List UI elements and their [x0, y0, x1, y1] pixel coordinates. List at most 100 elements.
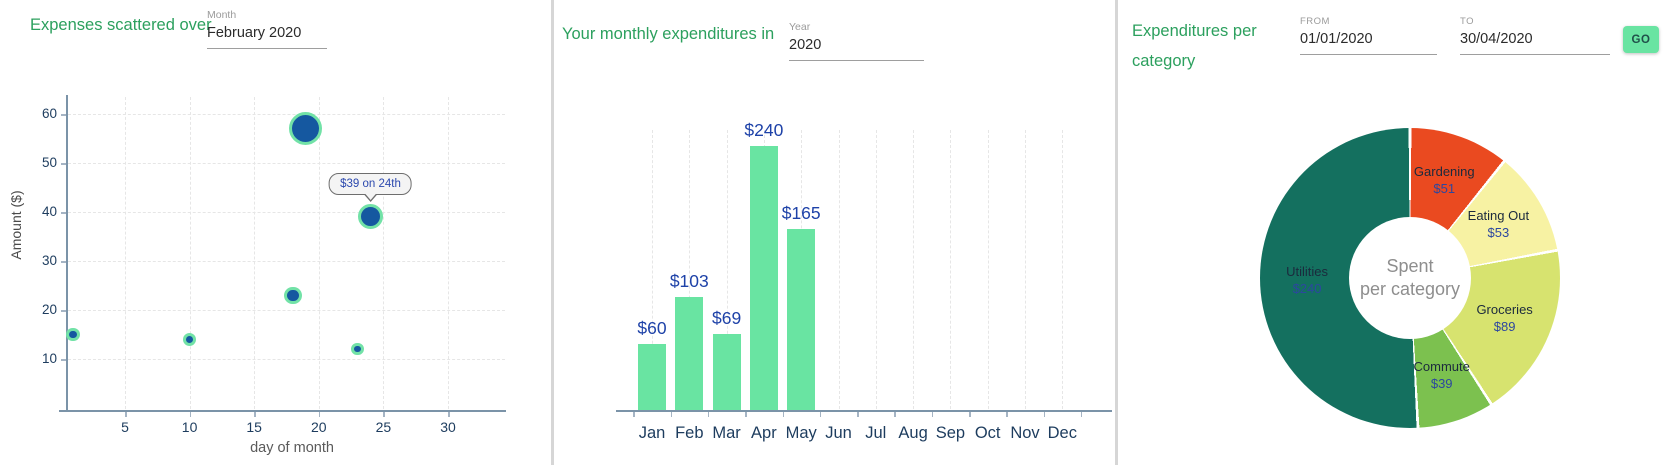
- bar-vgridline: [987, 130, 989, 409]
- month-field-value[interactable]: February 2020: [207, 25, 327, 49]
- month-tick-label: Jan: [638, 424, 666, 442]
- donut-center: Spent per category: [1349, 217, 1471, 339]
- scatter-point[interactable]: [284, 286, 302, 305]
- from-field-value[interactable]: 01/01/2020: [1300, 31, 1437, 55]
- year-field-label: Year: [789, 21, 811, 33]
- scatter-y-tick: [61, 163, 66, 165]
- panel-divider: [551, 0, 554, 465]
- bar-x-tick: [782, 412, 785, 417]
- donut-slice-label: Utilities $240: [1286, 264, 1328, 298]
- scatter-x-tick: [318, 412, 321, 417]
- month-field[interactable]: Month February 2020: [207, 9, 327, 49]
- scatter-y-tick-label: 10: [41, 351, 57, 366]
- slice-value: $51: [1433, 180, 1456, 196]
- scatter-point[interactable]: [289, 112, 323, 146]
- scatter-x-tick: [189, 412, 192, 417]
- expense-bar[interactable]: [749, 146, 778, 410]
- scatter-x-axis-title: day of month: [250, 440, 334, 456]
- month-tick-label: Feb: [675, 424, 704, 442]
- scatter-x-tick-label: 30: [440, 419, 456, 435]
- scatter-y-tick-label: 30: [41, 253, 57, 268]
- scatter-panel: Expenses scattered over Month February 2…: [0, 0, 551, 465]
- bar-vgridline: [726, 130, 728, 409]
- scatter-x-tick: [254, 412, 256, 417]
- scatter-hgridline: [68, 359, 505, 360]
- expense-bar[interactable]: [638, 344, 666, 410]
- month-tick-label: Apr: [751, 424, 777, 442]
- bar-value-label: $103: [669, 270, 709, 291]
- slice-category-name: Groceries: [1476, 301, 1533, 317]
- scatter-y-tick-label: 20: [41, 302, 57, 317]
- month-tick-label: Sep: [935, 424, 966, 442]
- bar-vgridline: [1062, 130, 1064, 409]
- expense-bar[interactable]: [712, 334, 741, 410]
- year-field-value[interactable]: 2020: [789, 37, 924, 61]
- bar-vgridline: [875, 130, 877, 409]
- donut-chart[interactable]: Spent per category Gardening $51 Eating Ou…: [1118, 0, 1675, 465]
- scatter-point[interactable]: [66, 327, 81, 342]
- bar-value-label: $60: [637, 318, 667, 338]
- scatter-tooltip-text: $39 on 24th: [340, 178, 401, 191]
- bar-vgridline: [950, 130, 952, 409]
- scatter-panel-title: Expenses scattered over: [30, 16, 212, 34]
- scatter-hgridline: [68, 163, 505, 164]
- slice-value: $39: [1430, 376, 1453, 391]
- to-field-value[interactable]: 30/04/2020: [1460, 31, 1610, 55]
- bar-x-tick: [707, 412, 710, 417]
- scatter-point[interactable]: [351, 342, 364, 356]
- scatter-x-tick: [448, 412, 450, 417]
- month-field-label: Month: [207, 9, 237, 21]
- scatter-x-tick-label: 25: [375, 419, 392, 435]
- donut-slice-label: Eating Out $53: [1468, 208, 1529, 242]
- scatter-chart[interactable]: Amount ($) day of month $39 on 24th 10 20…: [0, 0, 551, 465]
- slice-category-name: Utilities: [1286, 263, 1328, 279]
- month-tick-label: Dec: [1047, 424, 1077, 442]
- scatter-point[interactable]: [358, 204, 383, 230]
- scatter-x-tick-label: 20: [311, 419, 327, 435]
- expense-bar[interactable]: [787, 228, 816, 410]
- scatter-tooltip: $39 on 24th: [329, 173, 412, 203]
- scatter-x-tick: [383, 412, 385, 417]
- bar-chart[interactable]: Jan $60 Feb $103 Mar $69 Apr $240 May $165 Jun Jul A…: [554, 0, 1115, 465]
- expense-bar[interactable]: [675, 296, 704, 410]
- donut-slice-label: Gardening $51: [1414, 164, 1475, 198]
- donut-center-line2: per category: [1359, 279, 1461, 299]
- scatter-y-tick: [61, 359, 66, 361]
- bar-x-tick: [633, 412, 635, 417]
- bar-x-tick: [819, 412, 822, 417]
- panel-divider: [1115, 0, 1118, 465]
- month-tick-label: Nov: [1010, 424, 1040, 442]
- to-date-field[interactable]: TO 30/04/2020: [1460, 16, 1610, 55]
- scatter-x-tick-label: 5: [121, 419, 129, 435]
- scatter-vgridline: [125, 97, 126, 409]
- scatter-vgridline: [383, 97, 385, 409]
- year-field[interactable]: Year 2020: [789, 21, 924, 61]
- month-tick-label: Mar: [712, 424, 741, 442]
- bar-value-label: $240: [744, 120, 784, 140]
- scatter-vgridline: [189, 97, 191, 409]
- bar-vgridline: [652, 130, 653, 409]
- scatter-y-tick: [61, 310, 66, 312]
- bar-x-tick: [745, 412, 747, 417]
- bar-x-tick: [969, 412, 971, 417]
- bar-x-tick: [857, 412, 859, 417]
- slice-value: $89: [1493, 318, 1516, 334]
- scatter-y-tick: [61, 114, 66, 116]
- slice-category-name: Eating Out: [1467, 208, 1530, 224]
- from-field-label: FROM: [1300, 16, 1330, 27]
- bar-vgridline: [913, 130, 915, 409]
- go-button[interactable]: GO: [1623, 26, 1659, 53]
- slice-category-name: Commute: [1413, 359, 1470, 375]
- from-date-field[interactable]: FROM 01/01/2020: [1300, 16, 1437, 55]
- donut-slice-label: Commute $39: [1414, 359, 1470, 393]
- pie-panel: Expenditures per category FROM 01/01/202…: [1118, 0, 1675, 465]
- scatter-point[interactable]: [182, 332, 197, 347]
- scatter-y-tick-label: 60: [41, 106, 57, 121]
- scatter-x-tick: [125, 412, 127, 417]
- bar-x-tick: [1043, 412, 1046, 417]
- pie-panel-title: Expenditures per category: [1132, 22, 1257, 70]
- scatter-y-axis-title: Amount ($): [8, 190, 24, 260]
- scatter-hgridline: [68, 261, 505, 262]
- donut-center-line1: Spent: [1386, 255, 1434, 276]
- bar-vgridline: [838, 130, 840, 409]
